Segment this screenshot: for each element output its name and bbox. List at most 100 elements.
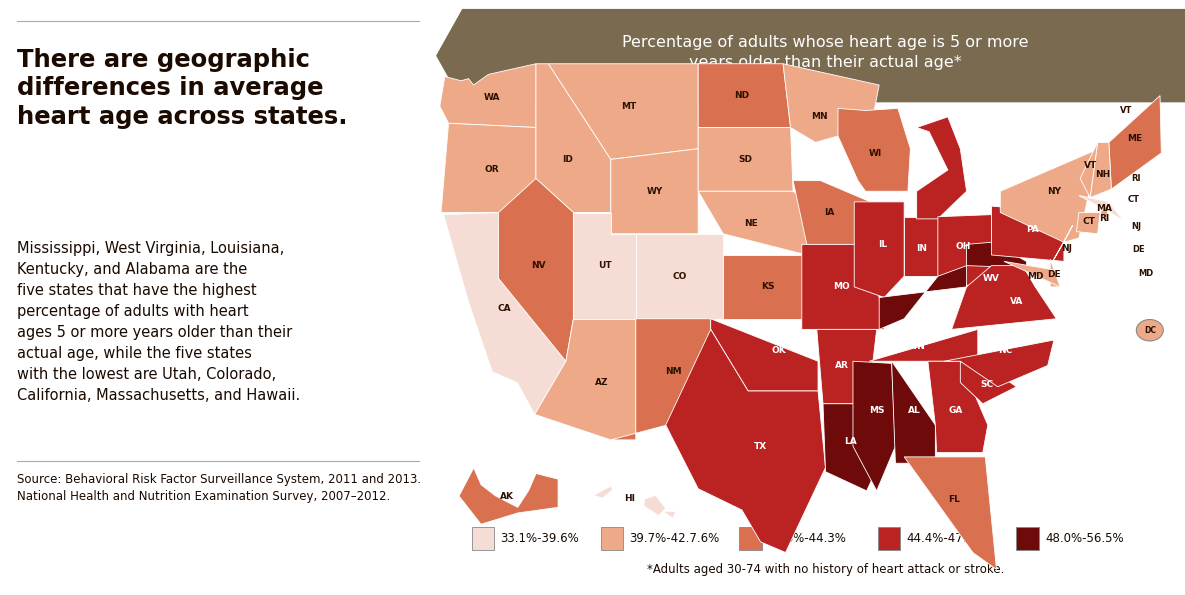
Text: 33.1%-39.6%: 33.1%-39.6%: [500, 532, 579, 545]
Text: IN: IN: [916, 244, 927, 253]
Polygon shape: [594, 486, 613, 498]
Text: There are geographic
differences in average
heart age across states.: There are geographic differences in aver…: [18, 48, 348, 129]
Text: DE: DE: [1133, 245, 1145, 255]
Polygon shape: [1078, 196, 1123, 221]
Text: NC: NC: [998, 346, 1012, 355]
Text: Percentage of adults whose heart age is 5 or more
years older than their actual : Percentage of adults whose heart age is …: [622, 35, 1029, 70]
Text: SD: SD: [738, 155, 752, 164]
Polygon shape: [992, 206, 1064, 261]
Polygon shape: [1000, 149, 1098, 242]
Polygon shape: [783, 64, 879, 142]
Polygon shape: [723, 255, 815, 319]
Polygon shape: [443, 212, 566, 414]
Text: NE: NE: [744, 218, 757, 228]
Text: ID: ID: [562, 155, 572, 164]
Text: MS: MS: [869, 406, 884, 415]
Polygon shape: [1004, 261, 1061, 287]
Text: *Adults aged 30-74 with no history of heart attack or stroke.: *Adults aged 30-74 with no history of he…: [647, 563, 1004, 576]
Text: WV: WV: [984, 274, 1000, 283]
Polygon shape: [960, 361, 1017, 404]
Polygon shape: [610, 149, 698, 234]
Text: 44.4%-47.9%: 44.4%-47.9%: [907, 532, 986, 545]
Text: CO: CO: [672, 272, 686, 281]
Text: DE: DE: [1048, 270, 1061, 278]
Text: AL: AL: [908, 406, 921, 415]
FancyBboxPatch shape: [472, 527, 494, 550]
Polygon shape: [793, 181, 871, 245]
Polygon shape: [904, 457, 997, 569]
Polygon shape: [536, 64, 610, 212]
Text: 39.7%-42.7.6%: 39.7%-42.7.6%: [629, 532, 719, 545]
Text: MN: MN: [811, 112, 827, 121]
Text: MO: MO: [833, 283, 850, 292]
Text: WA: WA: [483, 93, 500, 102]
Text: Mississippi, West Virginia, Louisiana,
Kentucky, and Alabama are the
five states: Mississippi, West Virginia, Louisiana, K…: [18, 241, 301, 403]
Text: NY: NY: [1046, 187, 1061, 196]
Text: 42.8%-44.3%: 42.8%-44.3%: [768, 532, 847, 545]
Text: VT: VT: [1083, 161, 1097, 170]
Text: AR: AR: [834, 361, 848, 370]
Text: NM: NM: [665, 367, 681, 377]
Polygon shape: [1081, 142, 1097, 198]
Text: ME: ME: [1127, 134, 1142, 143]
Polygon shape: [534, 319, 636, 440]
Text: MA: MA: [1096, 203, 1112, 213]
Polygon shape: [1052, 226, 1072, 261]
Polygon shape: [711, 319, 818, 391]
Text: ND: ND: [735, 91, 749, 100]
Polygon shape: [698, 64, 790, 127]
Polygon shape: [459, 468, 558, 524]
Polygon shape: [1076, 212, 1100, 234]
Text: RI: RI: [1098, 214, 1109, 223]
Text: CT: CT: [1082, 217, 1095, 226]
Text: VT: VT: [1120, 105, 1132, 115]
Text: MA: MA: [1128, 153, 1142, 162]
Polygon shape: [816, 330, 877, 404]
Text: OH: OH: [955, 242, 971, 251]
Polygon shape: [824, 404, 879, 491]
Polygon shape: [1050, 259, 1061, 287]
Text: SC: SC: [980, 380, 993, 389]
Text: MD: MD: [1139, 269, 1154, 278]
Polygon shape: [1109, 96, 1161, 189]
Text: PA: PA: [1026, 225, 1039, 234]
Polygon shape: [944, 340, 1053, 387]
Polygon shape: [636, 234, 723, 319]
Text: LA: LA: [844, 437, 857, 446]
Polygon shape: [698, 127, 793, 191]
Text: MI: MI: [929, 161, 942, 170]
Polygon shape: [441, 123, 543, 212]
Text: MD: MD: [1027, 272, 1044, 281]
Text: FL: FL: [948, 495, 960, 504]
Text: RI: RI: [1130, 174, 1141, 183]
Text: IA: IA: [824, 208, 834, 217]
Polygon shape: [626, 493, 635, 502]
Text: HI: HI: [624, 493, 635, 503]
Text: CT: CT: [1127, 195, 1139, 204]
Text: VA: VA: [1010, 298, 1023, 306]
Polygon shape: [436, 9, 1185, 102]
Text: TX: TX: [754, 441, 767, 451]
Polygon shape: [440, 64, 536, 127]
Polygon shape: [838, 108, 910, 191]
Polygon shape: [662, 511, 675, 518]
FancyBboxPatch shape: [739, 527, 762, 550]
Text: WY: WY: [646, 187, 662, 196]
Text: OK: OK: [771, 346, 787, 355]
Polygon shape: [928, 361, 988, 453]
Polygon shape: [666, 330, 826, 553]
Polygon shape: [917, 117, 967, 219]
Text: MT: MT: [621, 102, 636, 111]
Text: KS: KS: [761, 283, 775, 292]
Text: KY: KY: [925, 303, 939, 312]
Text: AZ: AZ: [595, 378, 609, 387]
Polygon shape: [698, 191, 807, 255]
Text: TN: TN: [912, 342, 925, 351]
Text: CA: CA: [498, 303, 512, 312]
Polygon shape: [499, 178, 574, 361]
Polygon shape: [854, 202, 904, 298]
Polygon shape: [853, 361, 896, 491]
Polygon shape: [904, 217, 937, 276]
Polygon shape: [645, 495, 666, 515]
Polygon shape: [802, 245, 884, 330]
